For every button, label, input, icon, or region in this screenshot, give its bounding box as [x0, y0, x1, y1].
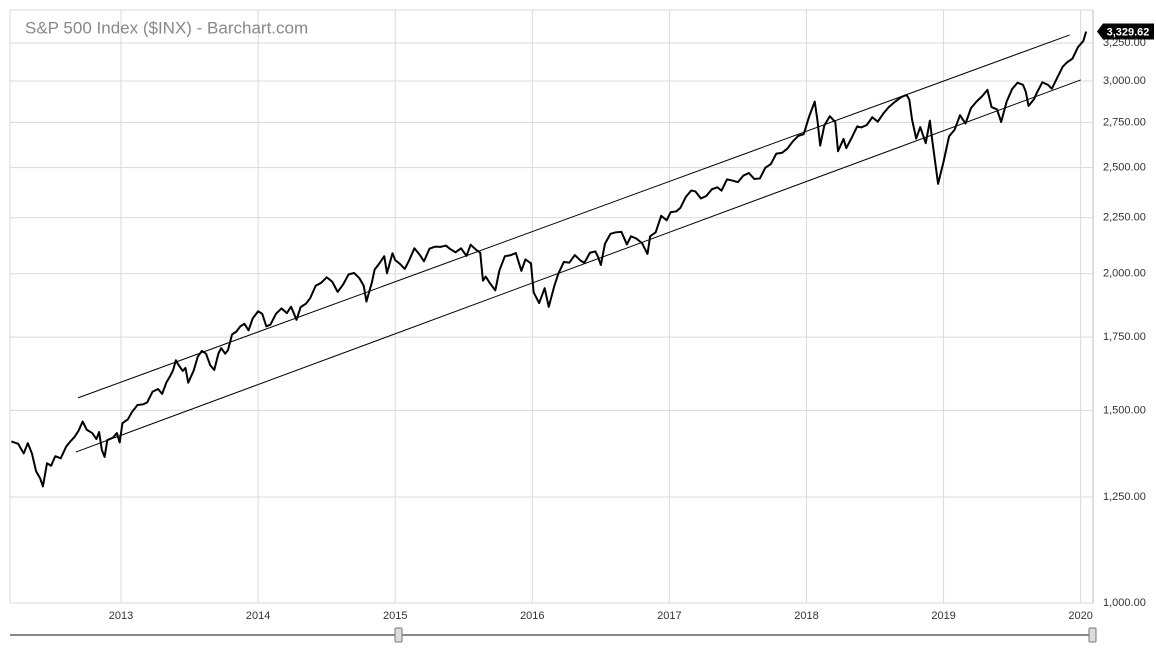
x-tick-label: 2018: [794, 610, 818, 622]
y-tick-label: 1,500.00: [1103, 404, 1146, 416]
y-tick-label: 2,500.00: [1103, 162, 1146, 174]
marks: [11, 23, 1154, 488]
y-tick-label: 2,750.00: [1103, 116, 1146, 128]
x-tick-label: 2013: [109, 610, 133, 622]
x-tick-label: 2017: [657, 610, 681, 622]
plot-area: [9, 9, 1094, 604]
y-tick-label: 2,000.00: [1103, 268, 1146, 280]
y-tick-label: 2,250.00: [1103, 212, 1146, 224]
x-tick-label: 2014: [246, 610, 270, 622]
x-tick-label: 2019: [931, 610, 955, 622]
x-tick-label: 2016: [520, 610, 544, 622]
grid: [10, 10, 1093, 604]
scroll-handle-right[interactable]: [1088, 627, 1097, 643]
y-tick-label: 1,000.00: [1103, 597, 1146, 609]
x-tick-label: 2020: [1068, 610, 1092, 622]
x-tick-label: 2015: [383, 610, 407, 622]
y-tick-label: 1,750.00: [1103, 331, 1146, 343]
price-line: [11, 31, 1088, 488]
current-price-tag: [1097, 23, 1154, 40]
current-price-label: 3,329.62: [1107, 26, 1150, 38]
y-tick-label: 3,000.00: [1103, 75, 1146, 87]
labels: 1,000.00 1,250.00 1,500.00 1,750.00 2,000.00…: [109, 26, 1150, 621]
y-tick-label: 1,250.00: [1103, 491, 1146, 503]
trend-line: [75, 79, 1081, 453]
chart-title: S&P 500 Index ($INX) - Barchart.com: [25, 18, 308, 37]
scroll-handle-left[interactable]: [394, 627, 403, 643]
y-tick-label: 3,250.00: [1103, 37, 1146, 49]
